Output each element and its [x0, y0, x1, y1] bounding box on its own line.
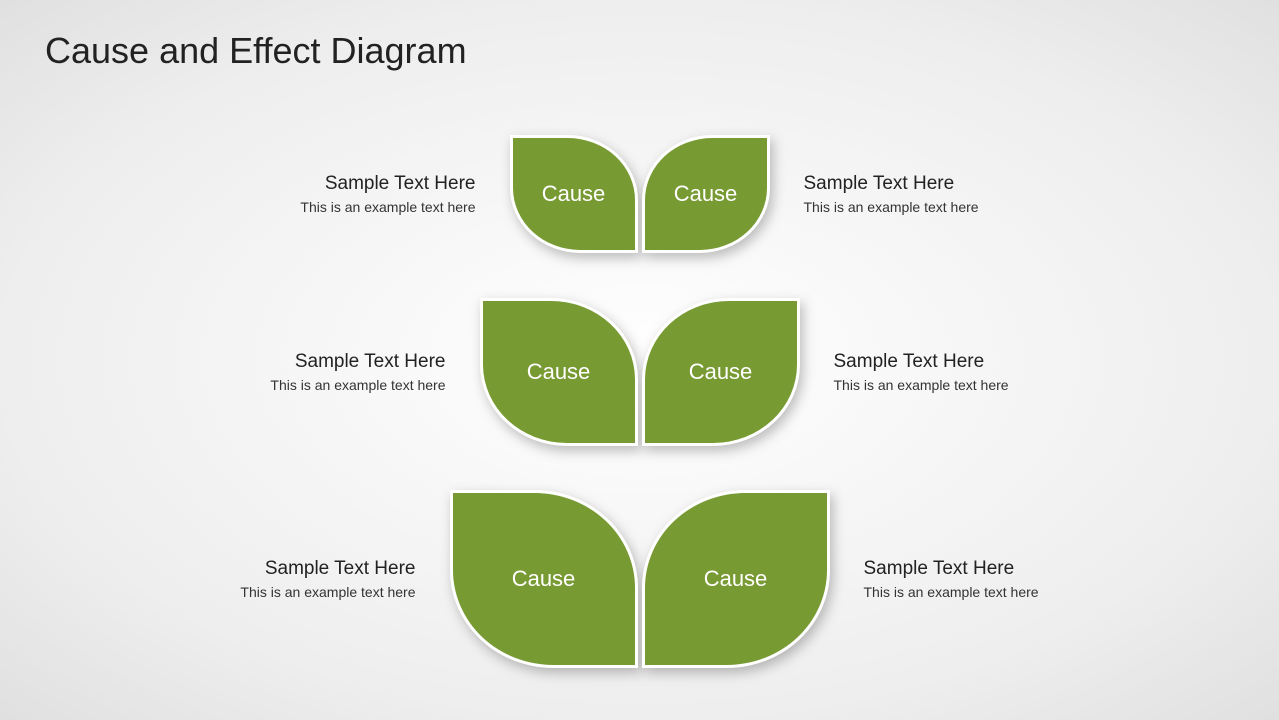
row0-right-heading: Sample Text Here [804, 173, 955, 195]
row0-leaf-pair: Cause Cause [510, 135, 770, 253]
row2-left-heading: Sample Text Here [265, 558, 416, 580]
row0-leaf-left: Cause [510, 135, 638, 253]
row1-right-sub: This is an example text here [834, 377, 1009, 393]
row1-left-sub: This is an example text here [270, 377, 445, 393]
row0-right-sub: This is an example text here [804, 199, 979, 215]
diagram-row-1: Sample Text Here This is an example text… [0, 298, 1279, 446]
row0-left-text: Sample Text Here This is an example text… [206, 173, 476, 215]
row2-leaf-left: Cause [450, 490, 638, 668]
row1-leaf-pair: Cause Cause [480, 298, 800, 446]
row2-right-heading: Sample Text Here [864, 558, 1015, 580]
row2-left-text: Sample Text Here This is an example text… [146, 558, 416, 600]
row0-right-text: Sample Text Here This is an example text… [804, 173, 1074, 215]
diagram-row-2: Sample Text Here This is an example text… [0, 490, 1279, 668]
row2-right-text: Sample Text Here This is an example text… [864, 558, 1134, 600]
row0-leaf-right: Cause [642, 135, 770, 253]
row1-leaf-left: Cause [480, 298, 638, 446]
row2-leaf-right: Cause [642, 490, 830, 668]
row2-left-sub: This is an example text here [240, 584, 415, 600]
row1-left-text: Sample Text Here This is an example text… [176, 351, 446, 393]
diagram-row-0: Sample Text Here This is an example text… [0, 135, 1279, 253]
row0-left-heading: Sample Text Here [325, 173, 476, 195]
page-title: Cause and Effect Diagram [45, 30, 467, 72]
row1-right-text: Sample Text Here This is an example text… [834, 351, 1104, 393]
row2-leaf-pair: Cause Cause [450, 490, 830, 668]
row2-right-sub: This is an example text here [864, 584, 1039, 600]
row0-left-sub: This is an example text here [300, 199, 475, 215]
row1-left-heading: Sample Text Here [295, 351, 446, 373]
row1-leaf-right: Cause [642, 298, 800, 446]
row1-right-heading: Sample Text Here [834, 351, 985, 373]
